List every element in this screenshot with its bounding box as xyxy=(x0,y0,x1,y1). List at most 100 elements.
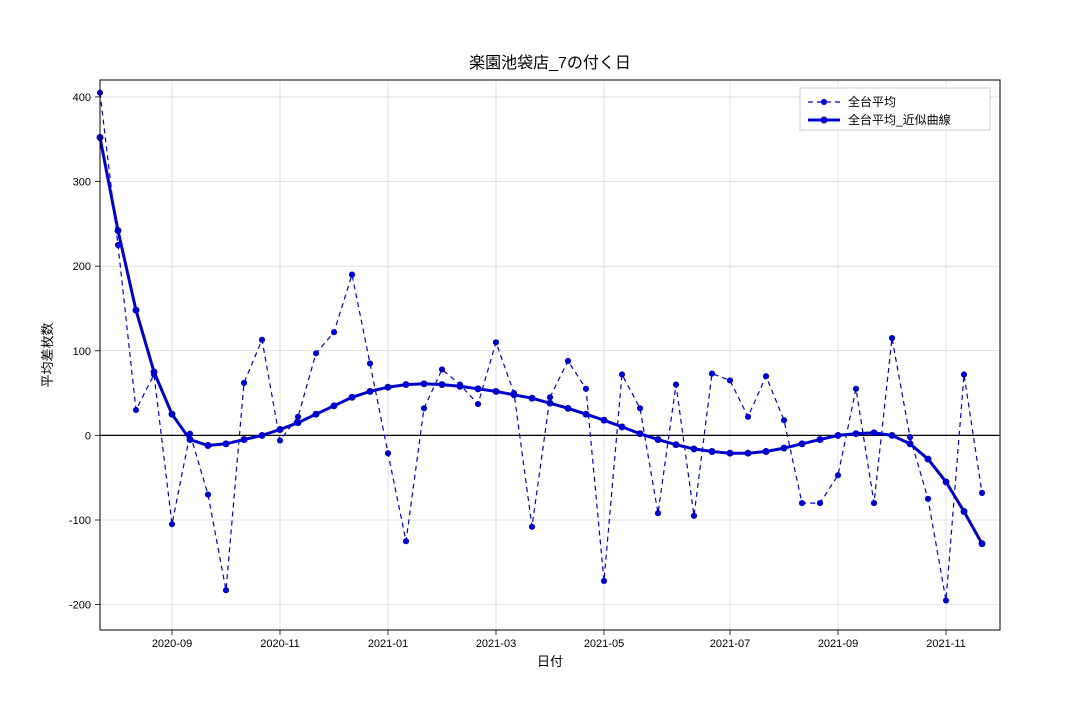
series-marker-0 xyxy=(943,597,949,603)
series-marker-0 xyxy=(691,513,697,519)
ytick-label: 100 xyxy=(73,346,91,358)
series-marker-1 xyxy=(295,419,302,426)
series-marker-0 xyxy=(817,500,823,506)
series-marker-0 xyxy=(565,358,571,364)
ytick-label: -100 xyxy=(69,515,91,527)
series-marker-1 xyxy=(979,540,986,547)
series-marker-0 xyxy=(709,371,715,377)
series-marker-0 xyxy=(781,417,787,423)
series-marker-0 xyxy=(475,401,481,407)
series-marker-1 xyxy=(763,448,770,455)
series-marker-1 xyxy=(475,385,482,392)
ytick-label: 0 xyxy=(85,430,91,442)
series-marker-1 xyxy=(565,405,572,412)
series-marker-1 xyxy=(655,436,662,443)
series-marker-1 xyxy=(277,426,284,433)
ylabel: 平均差枚数 xyxy=(40,322,55,387)
series-marker-1 xyxy=(403,381,410,388)
series-marker-0 xyxy=(673,382,679,388)
series-marker-1 xyxy=(745,450,752,457)
series-marker-1 xyxy=(385,384,392,391)
series-marker-1 xyxy=(691,445,698,452)
series-marker-0 xyxy=(601,578,607,584)
series-marker-1 xyxy=(853,430,860,437)
series-marker-1 xyxy=(439,381,446,388)
series-marker-0 xyxy=(313,350,319,356)
series-marker-1 xyxy=(943,478,950,485)
series-marker-1 xyxy=(133,307,140,314)
series-marker-0 xyxy=(853,386,859,392)
legend-label: 全台平均_近似曲線 xyxy=(848,112,951,127)
series-marker-1 xyxy=(205,442,212,449)
series-marker-0 xyxy=(961,371,967,377)
series-marker-1 xyxy=(223,440,230,447)
series-marker-0 xyxy=(439,366,445,372)
ytick-label: 200 xyxy=(73,261,91,273)
series-marker-0 xyxy=(763,373,769,379)
series-marker-1 xyxy=(907,440,914,447)
series-marker-0 xyxy=(727,377,733,383)
xtick-label: 2021-05 xyxy=(584,638,624,650)
xtick-label: 2021-03 xyxy=(476,638,516,650)
chart-container: 2020-092020-112021-012021-032021-052021-… xyxy=(0,0,1080,720)
series-marker-1 xyxy=(799,440,806,447)
series-marker-0 xyxy=(241,380,247,386)
series-marker-0 xyxy=(871,500,877,506)
series-marker-0 xyxy=(259,337,265,343)
ytick-label: -200 xyxy=(69,600,91,612)
series-marker-1 xyxy=(169,411,176,418)
series-marker-1 xyxy=(511,391,518,398)
series-marker-0 xyxy=(223,587,229,593)
series-marker-1 xyxy=(835,432,842,439)
series-marker-0 xyxy=(547,394,553,400)
series-marker-1 xyxy=(619,423,626,430)
xtick-label: 2021-09 xyxy=(818,638,858,650)
series-marker-0 xyxy=(529,524,535,530)
series-marker-1 xyxy=(331,402,338,409)
series-marker-0 xyxy=(979,490,985,496)
series-marker-0 xyxy=(619,371,625,377)
legend-label: 全台平均 xyxy=(848,94,896,109)
series-marker-1 xyxy=(637,430,644,437)
series-marker-1 xyxy=(547,400,554,407)
xtick-label: 2021-11 xyxy=(926,638,966,650)
xtick-label: 2021-01 xyxy=(368,638,408,650)
series-marker-1 xyxy=(313,411,320,418)
series-marker-1 xyxy=(241,436,248,443)
series-marker-0 xyxy=(745,414,751,420)
series-marker-1 xyxy=(817,436,824,443)
series-marker-0 xyxy=(655,510,661,516)
ytick-label: 400 xyxy=(73,92,91,104)
series-marker-1 xyxy=(583,411,590,418)
series-marker-0 xyxy=(403,538,409,544)
series-marker-0 xyxy=(421,405,427,411)
series-marker-1 xyxy=(601,417,608,424)
series-marker-1 xyxy=(349,394,356,401)
series-marker-0 xyxy=(205,492,211,498)
series-marker-1 xyxy=(673,441,680,448)
series-marker-0 xyxy=(889,335,895,341)
ytick-label: 300 xyxy=(73,177,91,189)
series-marker-1 xyxy=(889,432,896,439)
series-marker-1 xyxy=(421,380,428,387)
series-marker-1 xyxy=(115,227,122,234)
chart-title: 楽園池袋店_7の付く日 xyxy=(469,54,631,72)
legend-marker xyxy=(821,99,827,105)
series-marker-1 xyxy=(709,448,716,455)
series-marker-1 xyxy=(529,395,536,402)
series-marker-0 xyxy=(583,386,589,392)
series-marker-0 xyxy=(799,500,805,506)
series-marker-0 xyxy=(925,496,931,502)
series-marker-1 xyxy=(925,456,932,463)
legend-marker xyxy=(821,117,828,124)
series-marker-1 xyxy=(457,383,464,390)
series-marker-0 xyxy=(907,434,913,440)
series-marker-0 xyxy=(835,472,841,478)
series-marker-0 xyxy=(169,521,175,527)
series-marker-1 xyxy=(187,436,194,443)
xtick-label: 2021-07 xyxy=(710,638,750,650)
series-marker-0 xyxy=(277,437,283,443)
series-marker-1 xyxy=(259,432,266,439)
series-marker-1 xyxy=(961,508,968,515)
series-marker-0 xyxy=(133,407,139,413)
